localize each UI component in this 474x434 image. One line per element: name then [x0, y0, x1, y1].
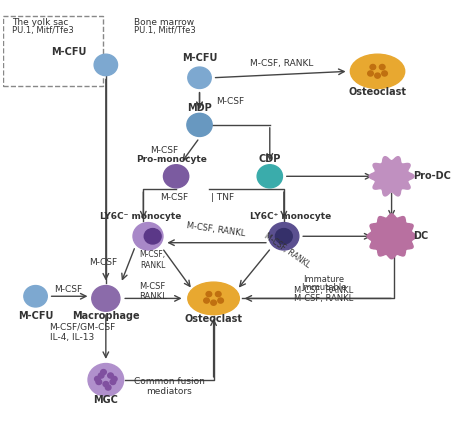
- Text: M-CSF: M-CSF: [90, 258, 118, 267]
- Circle shape: [211, 300, 217, 305]
- Text: M-CFU: M-CFU: [51, 47, 86, 57]
- Circle shape: [133, 223, 163, 250]
- Text: M-CSF, RANKL: M-CSF, RANKL: [186, 221, 246, 238]
- Circle shape: [111, 376, 117, 381]
- Circle shape: [100, 369, 106, 375]
- Text: M-CSF: M-CSF: [216, 97, 244, 106]
- Circle shape: [144, 229, 161, 244]
- Text: Bone marrow: Bone marrow: [134, 17, 194, 26]
- Text: Macrophage: Macrophage: [72, 312, 140, 322]
- Circle shape: [24, 286, 47, 307]
- Text: PU.1, Mitf/Tfe3: PU.1, Mitf/Tfe3: [134, 26, 196, 35]
- Circle shape: [368, 71, 374, 76]
- Polygon shape: [367, 214, 416, 259]
- Text: M-CSF,
RANKL: M-CSF, RANKL: [140, 250, 166, 270]
- Text: The yolk sac: The yolk sac: [12, 17, 69, 26]
- Text: Immature
M-CSF, RANKL: Immature M-CSF, RANKL: [294, 276, 353, 295]
- Circle shape: [92, 286, 120, 311]
- Text: DC: DC: [413, 231, 428, 241]
- Text: LY6C⁻ monocyte: LY6C⁻ monocyte: [100, 212, 182, 220]
- Text: Osteoclast: Osteoclast: [184, 314, 243, 324]
- Text: M-CFU: M-CFU: [18, 312, 53, 322]
- Circle shape: [204, 298, 210, 303]
- Text: CDP: CDP: [259, 154, 281, 164]
- Text: Common fusion
mediators: Common fusion mediators: [134, 377, 204, 396]
- Text: M-CSF: M-CSF: [160, 193, 188, 202]
- Text: M-CSF
RANKL: M-CSF RANKL: [139, 282, 166, 301]
- Circle shape: [216, 292, 221, 297]
- Circle shape: [257, 165, 283, 188]
- Ellipse shape: [350, 54, 405, 89]
- Text: Pro-DC: Pro-DC: [413, 171, 451, 181]
- Circle shape: [187, 113, 212, 136]
- Text: MGC: MGC: [93, 395, 118, 405]
- Circle shape: [164, 165, 189, 188]
- Circle shape: [98, 373, 104, 378]
- Circle shape: [206, 292, 212, 297]
- Text: LY6C⁺ monocyte: LY6C⁺ monocyte: [250, 212, 331, 220]
- Text: M-CSF/GM-CSF
IL-4, IL-13: M-CSF/GM-CSF IL-4, IL-13: [50, 323, 116, 342]
- Ellipse shape: [188, 282, 239, 315]
- Text: M-CSF, RANKL: M-CSF, RANKL: [263, 231, 312, 270]
- Text: PU.1, Mitf/Tfe3: PU.1, Mitf/Tfe3: [12, 26, 74, 35]
- Circle shape: [88, 364, 124, 396]
- Text: | TNF: | TNF: [211, 193, 234, 202]
- Polygon shape: [369, 157, 414, 196]
- Text: MDP: MDP: [187, 103, 212, 113]
- Circle shape: [382, 71, 387, 76]
- Text: Immutable
M-CSF, RANKL: Immutable M-CSF, RANKL: [294, 283, 353, 302]
- Circle shape: [188, 67, 211, 89]
- Text: M-CSF, RANKL: M-CSF, RANKL: [250, 59, 313, 68]
- Text: Pro-monocyte: Pro-monocyte: [136, 155, 207, 164]
- Circle shape: [375, 73, 380, 78]
- Circle shape: [269, 223, 299, 250]
- Text: M-CSF: M-CSF: [55, 285, 82, 294]
- Circle shape: [110, 379, 116, 385]
- Circle shape: [105, 385, 111, 390]
- Circle shape: [94, 54, 118, 76]
- Circle shape: [95, 376, 100, 381]
- Circle shape: [370, 65, 376, 69]
- Circle shape: [108, 373, 113, 378]
- Circle shape: [103, 381, 109, 387]
- Text: M-CSF: M-CSF: [150, 146, 178, 155]
- Text: Osteoclast: Osteoclast: [348, 87, 407, 97]
- Text: M-CFU: M-CFU: [182, 53, 217, 63]
- Circle shape: [379, 65, 385, 69]
- Circle shape: [275, 229, 292, 244]
- Circle shape: [96, 379, 101, 385]
- Circle shape: [218, 298, 223, 303]
